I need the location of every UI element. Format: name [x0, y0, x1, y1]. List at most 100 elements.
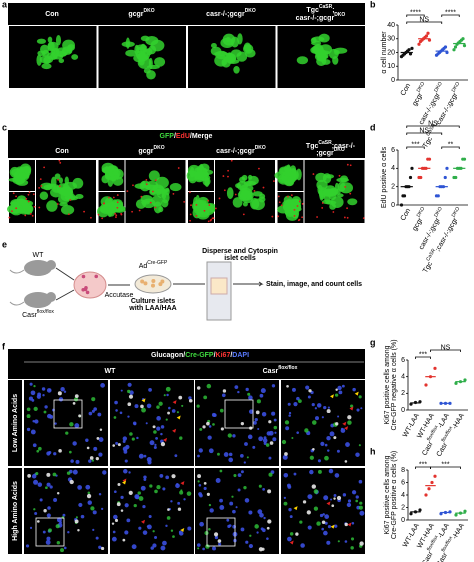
arrowhead [330, 524, 335, 529]
dapi-cell [91, 409, 95, 413]
edu-dot [97, 213, 100, 216]
dapi-cell [136, 436, 139, 440]
gfp-cell [334, 393, 339, 397]
gfp-cell [350, 404, 354, 408]
glucagon-cell [267, 489, 272, 494]
arrow [233, 281, 264, 287]
dapi-cell [148, 388, 152, 392]
edu-dot [31, 214, 34, 217]
gfp-cell [208, 527, 211, 531]
dapi-cell [215, 478, 221, 483]
dapi-cell [101, 507, 104, 511]
gfp-cell [41, 63, 52, 70]
edu-dot [58, 159, 61, 162]
dapi-cell [228, 457, 234, 463]
text-segment: ;gcgr [316, 150, 334, 157]
dapi-cell [342, 493, 347, 497]
gfp-cell [196, 404, 200, 408]
significance-bracket [406, 21, 443, 24]
data-point [409, 512, 413, 516]
edu-dot [362, 217, 365, 219]
dapi-cell [146, 403, 152, 409]
dapi-cell [337, 415, 340, 418]
dapi-cell [87, 500, 92, 505]
dapi-cell [47, 506, 51, 510]
dapi-cell [29, 382, 33, 386]
dapi-cell [78, 502, 83, 508]
dapi-cell [261, 412, 267, 417]
gfp-cell [60, 205, 75, 215]
glucagon-cell [69, 479, 74, 485]
gfp-cell [319, 191, 324, 201]
y-tick-label: 2 [401, 390, 405, 397]
dapi-cell [321, 416, 324, 419]
dapi-cell [188, 396, 192, 400]
gfp-cell [60, 548, 65, 553]
gfp-cell [176, 411, 179, 414]
dapi-cell [162, 487, 166, 491]
dapi-cell [226, 518, 230, 522]
micrograph-content [121, 35, 166, 80]
significance-bracket [430, 466, 461, 469]
glucagon-cell [321, 520, 326, 525]
edu-dot [195, 203, 198, 206]
text-segment: Glucagon/ [151, 352, 185, 359]
y-axis-label: Ki67 positive cells among [384, 455, 391, 534]
arrowhead [354, 391, 359, 396]
gfp-cell [247, 392, 251, 396]
dapi-cell [120, 389, 123, 392]
significance-label: **** [410, 9, 421, 16]
islet-dot [81, 287, 86, 292]
text-segment: EdU [176, 133, 190, 140]
text-segment: Tgc [306, 7, 319, 14]
dapi-cell [232, 509, 236, 514]
dapi-cell [156, 426, 161, 431]
edu-dot [215, 207, 217, 210]
glucagon-cell [302, 500, 307, 504]
gfp-cell [154, 57, 166, 67]
glucagon-cell [240, 422, 244, 426]
column-label: Con [45, 11, 59, 18]
dapi-cell [154, 443, 157, 447]
glucagon-cell [222, 389, 227, 393]
dapi-cell [274, 431, 277, 434]
gfp-cell [311, 420, 317, 425]
edu-dot [83, 210, 85, 213]
micrograph-content [281, 384, 363, 463]
micrograph-content [101, 162, 124, 187]
dapi-cell [92, 510, 97, 515]
dapi-cell [316, 403, 322, 408]
edu-dot [183, 200, 186, 203]
gfp-cell [204, 176, 210, 187]
edu-dot [116, 201, 119, 204]
dapi-cell [311, 403, 315, 407]
column-label: TgcCaSR;casr-/- [306, 140, 356, 150]
mouse-head [46, 260, 56, 270]
dapi-cell [26, 427, 31, 432]
dapi-cell [75, 459, 80, 464]
text-segment: / [174, 133, 176, 140]
dapi-cell [53, 452, 57, 456]
gfp-cell [287, 204, 299, 217]
x-tick-label: Con [400, 207, 413, 222]
dapi-cell [113, 490, 117, 494]
gfp-cell [252, 191, 263, 197]
dapi-cell [300, 543, 305, 548]
arrowhead [329, 394, 334, 399]
dapi-cell [85, 484, 91, 490]
glucagon-cell [217, 539, 222, 543]
dapi-cell [162, 540, 167, 546]
significance-label: NS [419, 127, 429, 134]
text-segment: -HAA [451, 522, 466, 540]
gfp-cell [33, 385, 36, 388]
glucagon-cell [120, 509, 124, 512]
dapi-cell [175, 483, 180, 489]
dapi-cell [356, 408, 360, 412]
arrowhead [172, 428, 177, 433]
dapi-cell [138, 453, 144, 459]
gfp-cell [219, 408, 224, 413]
dapi-cell [218, 542, 222, 546]
superscript: DKO [416, 206, 427, 218]
gfp-cell [52, 472, 57, 477]
text-segment: WT [105, 368, 117, 375]
